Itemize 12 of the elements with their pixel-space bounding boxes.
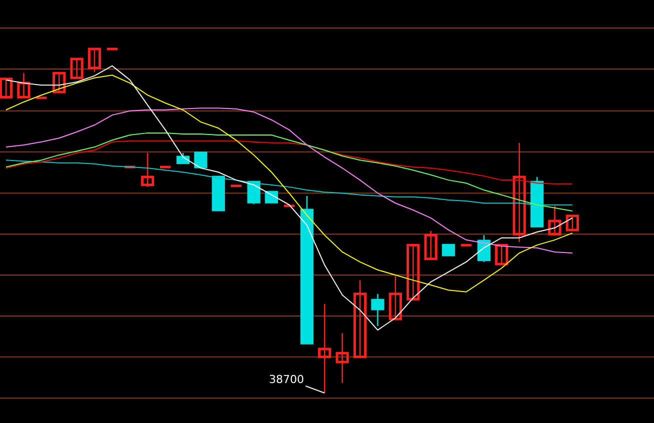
candlestick [548, 206, 562, 236]
candlestick [512, 142, 526, 242]
candlestick [282, 204, 296, 208]
candlestick [336, 333, 349, 384]
annotation: 38700 [269, 373, 304, 386]
candlestick [230, 184, 243, 188]
candlestick [70, 58, 84, 80]
candlestick [106, 48, 119, 50]
candlestick [424, 230, 438, 260]
candlestick [158, 166, 172, 168]
candlestick [34, 96, 48, 100]
candlestick [460, 244, 473, 246]
